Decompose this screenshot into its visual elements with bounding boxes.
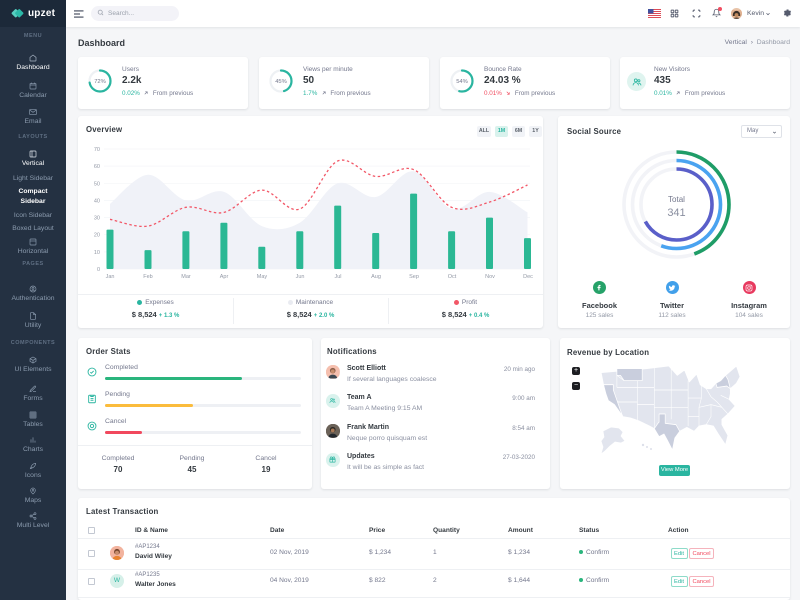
- svg-text:Total: Total: [668, 195, 685, 204]
- svg-text:Sep: Sep: [409, 274, 419, 280]
- svg-text:Nov: Nov: [485, 274, 495, 280]
- svg-text:Jun: Jun: [296, 274, 305, 280]
- svg-text:341: 341: [667, 207, 685, 219]
- svg-text:Jan: Jan: [106, 274, 115, 280]
- svg-text:10: 10: [94, 250, 100, 256]
- svg-text:40: 40: [94, 198, 100, 204]
- svg-text:60: 60: [94, 164, 100, 170]
- svg-text:Dec: Dec: [523, 274, 533, 280]
- svg-text:Oct: Oct: [448, 274, 457, 280]
- svg-text:0: 0: [97, 267, 100, 273]
- svg-text:72%: 72%: [94, 79, 106, 85]
- svg-text:Aug: Aug: [371, 274, 381, 280]
- svg-text:Mar: Mar: [181, 274, 191, 280]
- svg-text:Apr: Apr: [220, 274, 229, 280]
- svg-text:50: 50: [94, 181, 100, 187]
- svg-text:Jul: Jul: [334, 274, 341, 280]
- svg-text:20: 20: [94, 233, 100, 239]
- svg-text:Feb: Feb: [143, 274, 152, 280]
- svg-text:45%: 45%: [275, 79, 287, 85]
- svg-text:30: 30: [94, 216, 100, 222]
- svg-text:May: May: [257, 274, 268, 280]
- svg-text:70: 70: [94, 147, 100, 153]
- svg-text:54%: 54%: [456, 79, 468, 85]
